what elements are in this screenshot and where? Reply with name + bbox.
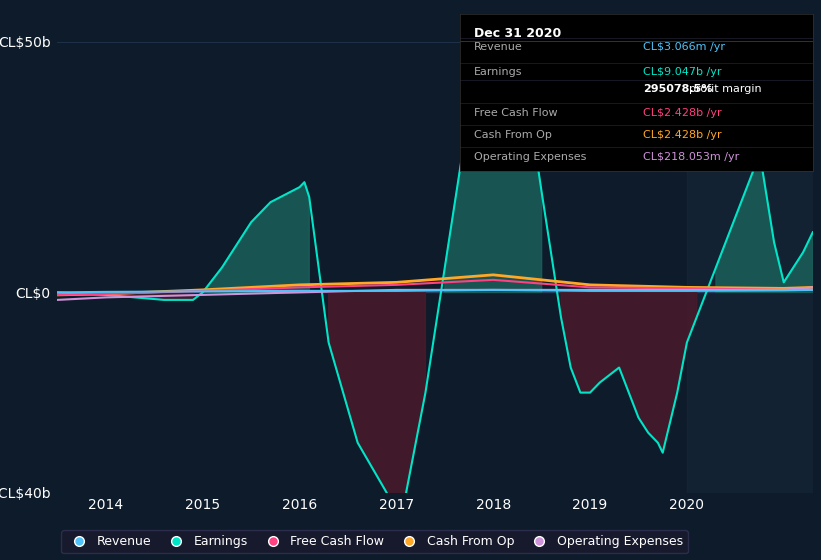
Text: 295078.5%: 295078.5% <box>644 84 713 94</box>
Text: Earnings: Earnings <box>474 67 522 77</box>
Text: CL$9.047b /yr: CL$9.047b /yr <box>644 67 722 77</box>
Text: Revenue: Revenue <box>474 42 523 52</box>
Text: Cash From Op: Cash From Op <box>474 130 552 140</box>
Text: CL$2.428b /yr: CL$2.428b /yr <box>644 130 722 140</box>
Bar <box>687 17 813 493</box>
Text: CL$218.053m /yr: CL$218.053m /yr <box>644 152 740 162</box>
Text: Operating Expenses: Operating Expenses <box>474 152 586 162</box>
Text: Free Cash Flow: Free Cash Flow <box>474 108 557 118</box>
Legend: Revenue, Earnings, Free Cash Flow, Cash From Op, Operating Expenses: Revenue, Earnings, Free Cash Flow, Cash … <box>62 530 688 553</box>
Text: CL$3.066m /yr: CL$3.066m /yr <box>644 42 725 52</box>
Text: Dec 31 2020: Dec 31 2020 <box>474 26 561 40</box>
Text: profit margin: profit margin <box>682 84 762 94</box>
Text: CL$2.428b /yr: CL$2.428b /yr <box>644 108 722 118</box>
